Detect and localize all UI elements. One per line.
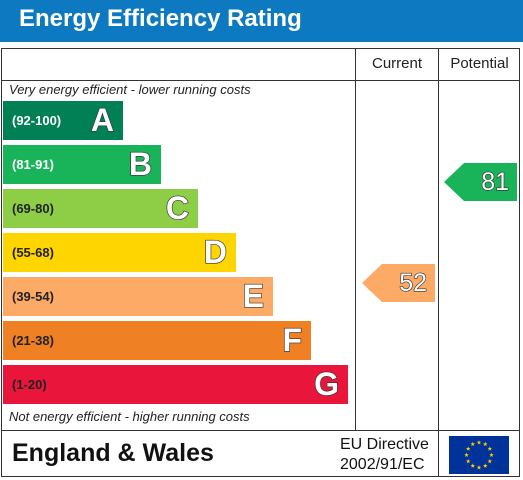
- eu-star-icon: [465, 446, 471, 451]
- rating-frame: [1, 48, 520, 477]
- top-caption: Very energy efficient - lower running co…: [9, 82, 251, 97]
- band-d: (55-68) D: [3, 233, 236, 272]
- band-c: (69-80) C: [3, 189, 198, 228]
- band-a: (92-100) A: [3, 101, 123, 140]
- directive-line-1: EU Directive: [340, 436, 429, 453]
- header-row-line: [1, 80, 520, 81]
- band-letter: F: [282, 321, 303, 358]
- current-rating-value: 52: [399, 268, 428, 297]
- band-letter: A: [90, 101, 114, 138]
- eu-star-icon: [464, 452, 469, 457]
- potential-rating-value: 81: [481, 167, 510, 196]
- band-letter: C: [165, 189, 189, 226]
- eu-star-icon: [487, 446, 493, 451]
- band-f: (21-38) F: [3, 321, 311, 360]
- band-e: (39-54) E: [3, 277, 273, 316]
- eu-star-icon: [470, 463, 476, 468]
- band-letter: G: [313, 365, 339, 402]
- band-range-label: (92-100): [12, 113, 62, 128]
- eu-star-icon: [482, 441, 488, 447]
- potential-column-header: Potential: [450, 55, 509, 72]
- eu-star-icon: [465, 458, 471, 464]
- band-range-label: (69-80): [12, 201, 54, 216]
- band-range-label: (39-54): [12, 289, 54, 304]
- current-column-header: Current: [371, 55, 423, 72]
- band-letter: B: [128, 145, 152, 182]
- eu-flag-icon: [449, 436, 509, 474]
- title-bar: Energy Efficiency Rating: [0, 0, 523, 42]
- divider-current: [355, 48, 356, 430]
- eu-star-icon: [470, 441, 476, 447]
- potential-arrow-shape: [444, 163, 517, 201]
- divider-footer: [438, 430, 439, 477]
- band-range-label: (55-68): [12, 245, 54, 260]
- potential-rating-arrow: 81: [444, 163, 517, 201]
- divider-potential: [438, 48, 439, 430]
- directive-line-2: 2002/91/EC: [340, 456, 425, 473]
- region-label: England & Wales: [12, 439, 214, 467]
- current-arrow-shape: [362, 264, 435, 302]
- bottom-caption: Not energy efficient - higher running co…: [9, 409, 250, 424]
- band-range-label: (1-20): [12, 377, 47, 392]
- eu-star-icon: [476, 465, 482, 470]
- band-range-label: (81-91): [12, 157, 54, 172]
- page-title: Energy Efficiency Rating: [19, 5, 302, 32]
- current-rating-arrow: 52: [362, 264, 435, 302]
- band-range-label: (21-38): [12, 333, 54, 348]
- eu-star-icon: [487, 458, 493, 464]
- band-letter: E: [242, 277, 265, 314]
- band-b: (81-91) B: [3, 145, 161, 184]
- band-letter: D: [203, 233, 227, 270]
- footer-row-line: [1, 430, 520, 431]
- eu-star-icon: [482, 463, 488, 468]
- band-g: (1-20) G: [3, 365, 348, 404]
- eu-star-icon: [476, 440, 482, 445]
- eu-star-icon: [489, 452, 494, 457]
